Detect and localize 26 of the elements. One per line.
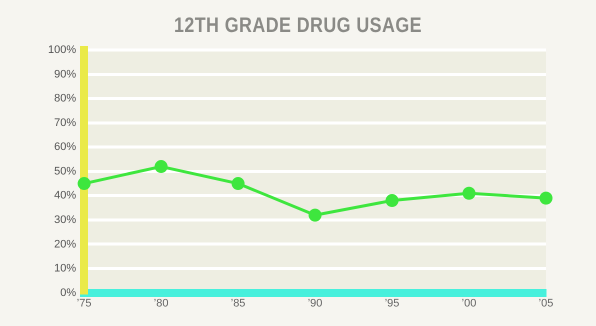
x-tick-label: ’00 bbox=[462, 297, 476, 310]
y-tick-label: 0% bbox=[60, 286, 76, 299]
x-tick-label: ’05 bbox=[538, 297, 554, 310]
y-tick-label: 90% bbox=[54, 68, 76, 80]
point bbox=[154, 160, 168, 174]
x-tick-label: ’85 bbox=[230, 297, 246, 310]
x-tick-label: ’80 bbox=[154, 297, 168, 310]
y-tick-label: 60% bbox=[54, 141, 76, 154]
y-tick-label: 50% bbox=[54, 165, 76, 178]
x-tick-label: ’75 bbox=[76, 297, 92, 310]
y-tick-label: 20% bbox=[54, 238, 76, 250]
point bbox=[462, 186, 476, 200]
point bbox=[78, 177, 91, 190]
point bbox=[232, 177, 245, 190]
y-tick-label: 100% bbox=[48, 44, 76, 56]
x-tick-label: ’90 bbox=[308, 297, 322, 310]
chart-title: 12TH GRADE DRUG USAGE bbox=[173, 14, 423, 38]
y-tick-label: 40% bbox=[54, 190, 76, 202]
x-tick-label: ’95 bbox=[384, 297, 400, 310]
point bbox=[386, 194, 399, 208]
point bbox=[308, 208, 322, 222]
y-tick-label: 80% bbox=[54, 92, 76, 105]
point bbox=[540, 192, 552, 205]
y-tick-label: 10% bbox=[54, 262, 76, 275]
y-tick-label: 70% bbox=[54, 116, 76, 129]
y-tick-label: 30% bbox=[54, 214, 76, 226]
